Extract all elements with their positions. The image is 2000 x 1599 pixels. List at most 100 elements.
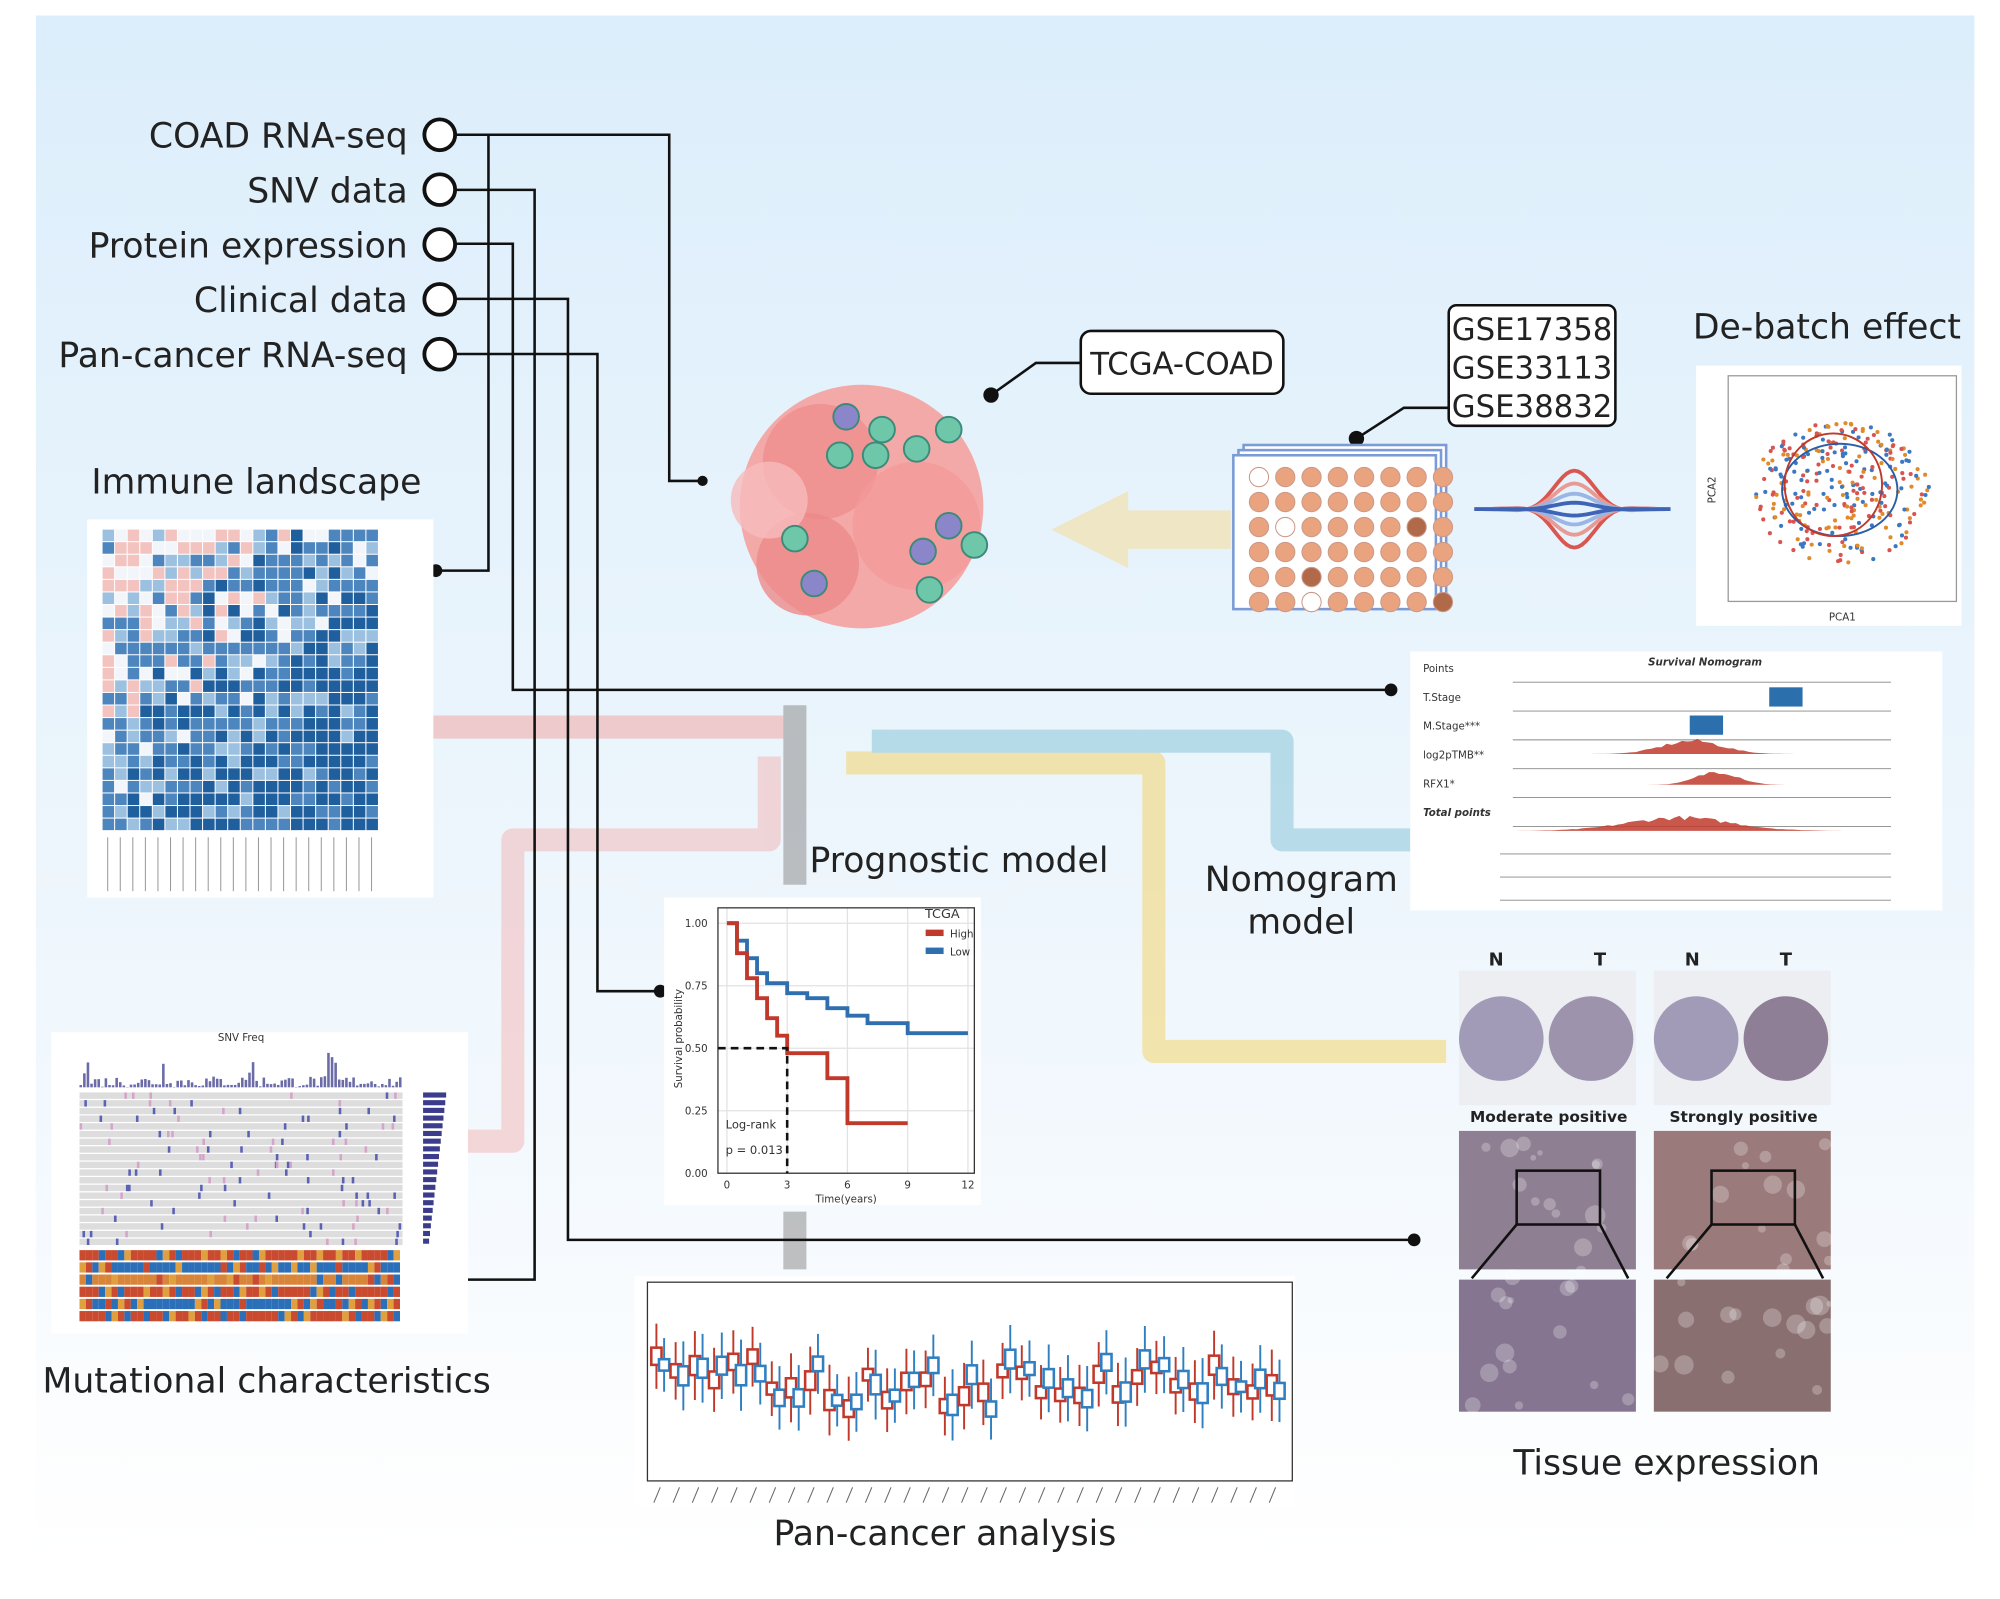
heatmap-cell	[102, 692, 115, 705]
heatmap-cell	[303, 705, 316, 718]
pca-point	[1860, 486, 1865, 491]
snv-annotation	[201, 1250, 208, 1261]
snv-freq	[423, 1200, 434, 1206]
heatmap-cell	[177, 655, 190, 667]
heatmap-cell	[341, 743, 353, 755]
heatmap-cell	[102, 718, 115, 730]
pca-point	[1778, 540, 1783, 545]
snv-annotation	[233, 1311, 240, 1322]
heatmap-cell	[215, 806, 228, 818]
box	[773, 1388, 786, 1408]
heatmap-cell	[177, 605, 190, 617]
heatmap-cell	[253, 592, 265, 604]
input-node	[422, 117, 458, 153]
heatmap-cell	[228, 567, 240, 579]
snv-bar	[345, 1077, 348, 1088]
snv-annotation	[303, 1286, 311, 1297]
pca-point	[1872, 475, 1877, 480]
tissue-texture	[1741, 1162, 1749, 1170]
heatmap-cell	[228, 780, 240, 793]
pca-point	[1812, 506, 1817, 511]
pca-point	[1832, 503, 1837, 508]
snv-annotation	[361, 1286, 368, 1297]
tissue-texture	[1514, 1401, 1524, 1410]
snv-annotation	[150, 1262, 157, 1273]
pca-point	[1843, 537, 1848, 542]
snv-bar	[276, 1084, 280, 1088]
heatmap-cell	[127, 705, 140, 718]
connectors	[435, 133, 1449, 1281]
pancancer-tick	[1268, 1487, 1277, 1503]
heatmap-cell	[316, 554, 328, 567]
heatmap-cell	[353, 642, 366, 655]
well	[1275, 516, 1296, 538]
heatmap-cell	[165, 579, 177, 592]
heatmap-cell	[228, 680, 240, 692]
heatmap-cell	[215, 617, 228, 630]
well	[1275, 491, 1296, 513]
snv-hit	[309, 1230, 312, 1238]
snv-freq	[423, 1238, 430, 1244]
snv-annotation	[207, 1274, 215, 1285]
snv-annotation	[374, 1311, 381, 1322]
heatmap-cell	[240, 692, 253, 705]
km-x-tick: 12	[961, 1180, 974, 1192]
snv-freq	[423, 1092, 447, 1098]
snv-annotation	[355, 1298, 362, 1310]
heatmap-cell	[316, 730, 328, 743]
snv-annotation	[367, 1286, 375, 1297]
snv-row	[79, 1169, 403, 1176]
pca-point	[1793, 491, 1798, 496]
snv-annotation	[194, 1250, 202, 1261]
tissue-column: N	[1685, 950, 1700, 971]
snv-bar	[197, 1086, 201, 1088]
heatmap-cell	[291, 743, 303, 755]
snv-hit	[338, 1130, 342, 1138]
pca-point	[1890, 438, 1895, 443]
heatmap-cell	[291, 718, 303, 730]
heatmap-cell	[303, 567, 316, 579]
heatmap-cell	[203, 605, 215, 617]
snv-annotation	[380, 1311, 388, 1322]
nomogram-row-label: Total points	[1423, 807, 1491, 819]
snv-annotation	[156, 1311, 163, 1322]
arrow	[1051, 491, 1231, 569]
snv-bar	[330, 1057, 334, 1088]
heatmap-cell	[102, 680, 115, 692]
snv-hit	[338, 1107, 342, 1115]
snv-annotation	[117, 1274, 125, 1285]
heatmap-cell	[265, 630, 278, 642]
snv-annotation	[348, 1311, 356, 1322]
well	[1353, 491, 1375, 513]
heatmap-cell	[366, 705, 378, 718]
tissue-texture	[1818, 1138, 1832, 1151]
snv-annotation	[137, 1286, 144, 1297]
heatmap-cell	[291, 617, 303, 630]
well	[1248, 566, 1270, 588]
pca-point	[1907, 520, 1913, 525]
snv-annotation	[105, 1298, 112, 1310]
heatmap-cell	[165, 768, 177, 780]
snv-annotation	[207, 1286, 215, 1297]
snv-bar	[381, 1083, 384, 1088]
heatmap-cell	[215, 793, 228, 806]
snv-annotation	[85, 1262, 93, 1273]
snv-annotation	[387, 1311, 394, 1322]
heatmap-cell	[190, 730, 203, 743]
snv-annotation	[297, 1274, 304, 1285]
heatmap-cell	[140, 529, 152, 542]
snv-annotation	[201, 1262, 208, 1273]
heatmap-cell	[303, 780, 316, 793]
heatmap-cell	[102, 617, 115, 630]
input-label: COAD RNA-seq	[149, 117, 408, 157]
snv-annotation	[374, 1286, 381, 1297]
heatmap-cell	[278, 617, 290, 630]
snv-row	[79, 1161, 403, 1169]
snv-annotation	[329, 1286, 336, 1297]
heatmap-cell	[353, 705, 366, 718]
heatmap-cell	[203, 743, 215, 755]
heatmap-cell	[165, 818, 177, 831]
pca-point	[1829, 485, 1834, 490]
heatmap-cell	[177, 806, 190, 818]
snv-annotation	[105, 1274, 112, 1285]
